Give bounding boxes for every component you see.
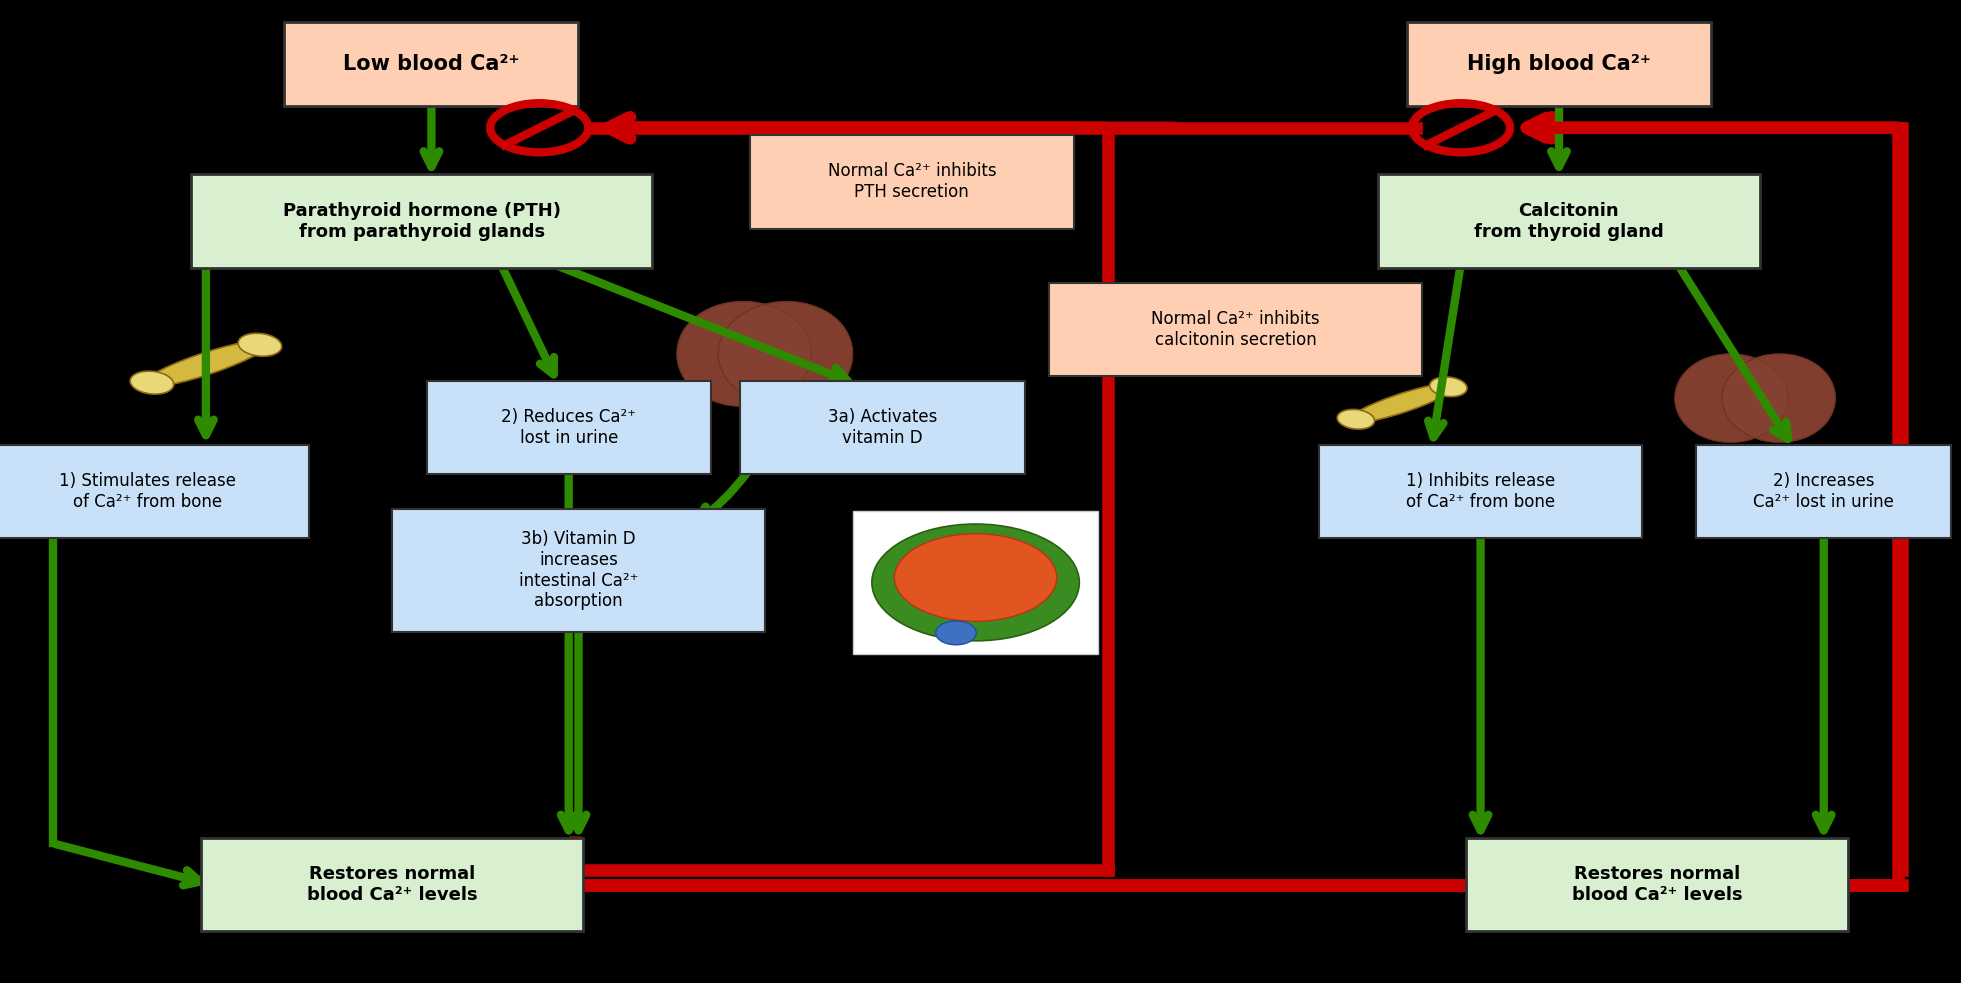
Ellipse shape [873,524,1079,641]
Text: 3a) Activates
vitamin D: 3a) Activates vitamin D [828,408,937,447]
Ellipse shape [1349,383,1455,423]
Text: 2) Reduces Ca²⁺
lost in urine: 2) Reduces Ca²⁺ lost in urine [502,408,635,447]
FancyBboxPatch shape [741,381,1024,475]
Text: 3b) Vitamin D
increases
intestinal Ca²⁺
absorption: 3b) Vitamin D increases intestinal Ca²⁺ … [520,530,637,610]
Ellipse shape [1337,409,1375,430]
Ellipse shape [129,372,175,394]
FancyBboxPatch shape [202,838,584,932]
Text: Restores normal
blood Ca²⁺ levels: Restores normal blood Ca²⁺ levels [1571,865,1743,904]
FancyBboxPatch shape [284,22,578,105]
Polygon shape [677,302,812,406]
Text: Normal Ca²⁺ inhibits
calcitonin secretion: Normal Ca²⁺ inhibits calcitonin secretio… [1151,310,1320,349]
Polygon shape [718,302,853,406]
Text: Calcitonin
from thyroid gland: Calcitonin from thyroid gland [1475,202,1663,241]
Text: Low blood Ca²⁺: Low blood Ca²⁺ [343,54,520,74]
Polygon shape [718,302,853,406]
FancyBboxPatch shape [749,136,1075,229]
FancyBboxPatch shape [0,444,310,539]
Text: High blood Ca²⁺: High blood Ca²⁺ [1467,54,1651,74]
FancyBboxPatch shape [1465,838,1847,932]
FancyBboxPatch shape [426,381,710,475]
Text: Parathyroid hormone (PTH)
from parathyroid glands: Parathyroid hormone (PTH) from parathyro… [282,202,561,241]
Ellipse shape [237,333,282,356]
Ellipse shape [143,341,269,386]
Ellipse shape [935,621,977,645]
Ellipse shape [1430,376,1467,397]
FancyBboxPatch shape [1696,444,1951,539]
Polygon shape [1675,354,1788,442]
Text: 1) Stimulates release
of Ca²⁺ from bone: 1) Stimulates release of Ca²⁺ from bone [59,472,235,511]
FancyBboxPatch shape [392,509,765,632]
Polygon shape [677,302,812,406]
Text: Normal Ca²⁺ inhibits
PTH secretion: Normal Ca²⁺ inhibits PTH secretion [828,162,996,202]
Text: 1) Inhibits release
of Ca²⁺ from bone: 1) Inhibits release of Ca²⁺ from bone [1406,472,1555,511]
Polygon shape [1722,354,1835,442]
Ellipse shape [894,534,1057,621]
FancyBboxPatch shape [1377,175,1761,267]
FancyBboxPatch shape [1318,444,1643,539]
FancyBboxPatch shape [1408,22,1710,105]
Polygon shape [1722,354,1835,442]
Polygon shape [1675,354,1788,442]
FancyBboxPatch shape [190,175,651,267]
Text: 2) Increases
Ca²⁺ lost in urine: 2) Increases Ca²⁺ lost in urine [1753,472,1894,511]
FancyBboxPatch shape [853,511,1098,654]
Text: Restores normal
blood Ca²⁺ levels: Restores normal blood Ca²⁺ levels [306,865,478,904]
FancyBboxPatch shape [1049,283,1422,376]
